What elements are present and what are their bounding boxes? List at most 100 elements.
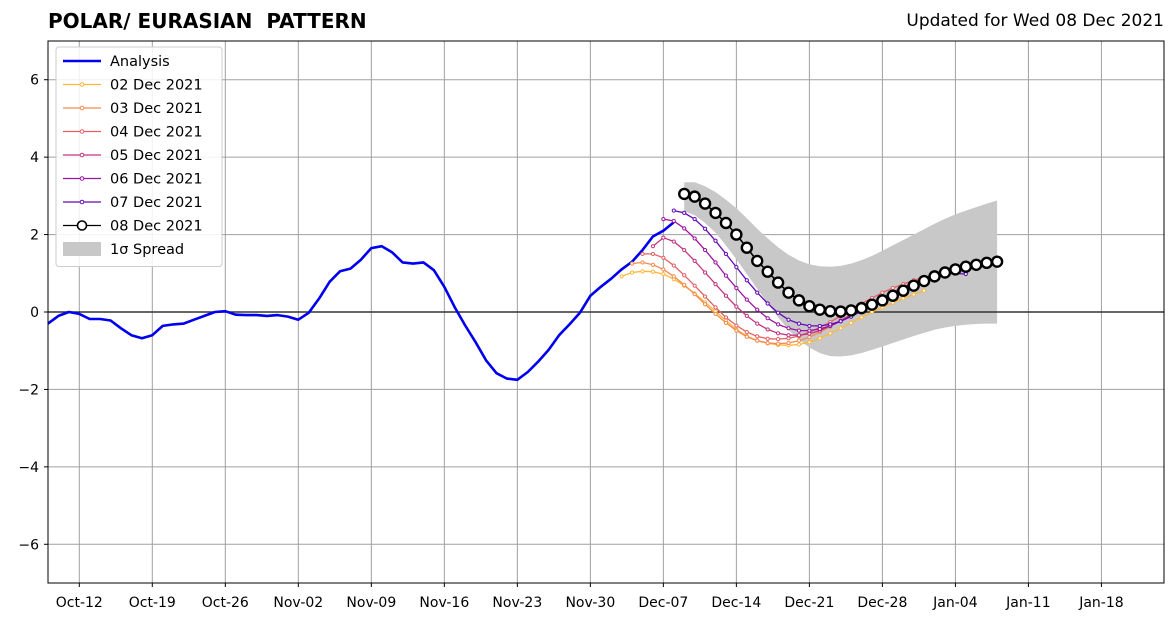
forecast-point bbox=[844, 304, 858, 317]
forecast-point bbox=[692, 258, 697, 263]
forecast-point bbox=[661, 235, 666, 240]
legend-swatch bbox=[63, 242, 101, 256]
legend-entry: 08 Dec 2021 bbox=[63, 219, 203, 235]
forecast-point bbox=[688, 190, 701, 203]
forecast-point bbox=[702, 294, 708, 299]
forecast-point bbox=[723, 251, 729, 257]
forecast-point bbox=[661, 255, 666, 260]
legend-marker bbox=[79, 176, 85, 181]
forecast-point bbox=[911, 292, 916, 297]
forecast-point bbox=[807, 340, 812, 345]
forecast-point bbox=[640, 260, 645, 265]
forecast-point bbox=[713, 311, 718, 317]
forecast-point bbox=[740, 241, 754, 254]
forecast-point bbox=[828, 331, 833, 336]
forecast-point bbox=[723, 320, 729, 325]
legend-entry: 07 Dec 2021 bbox=[63, 195, 203, 211]
forecast-point bbox=[755, 334, 760, 339]
forecast-point bbox=[650, 262, 656, 267]
forecast-point bbox=[817, 336, 822, 341]
legend-entry: 05 Dec 2021 bbox=[63, 148, 203, 164]
legend-entry: 04 Dec 2021 bbox=[63, 125, 203, 141]
plot-frame bbox=[47, 40, 1165, 584]
legend-entry: 02 Dec 2021 bbox=[63, 78, 203, 94]
forecast-point bbox=[869, 309, 875, 315]
forecast-point bbox=[702, 247, 708, 253]
forecast-point bbox=[755, 338, 760, 343]
legend-entry: 06 Dec 2021 bbox=[63, 172, 203, 188]
forecast-point bbox=[734, 285, 739, 291]
forecast-point bbox=[838, 319, 843, 324]
legend: Analysis 02 Dec 2021 03 Dec 2021 04 Dec 202… bbox=[55, 46, 223, 267]
forecast-point bbox=[692, 216, 697, 222]
forecast-point bbox=[771, 276, 785, 289]
forecast-point bbox=[682, 273, 687, 278]
forecast-point bbox=[824, 305, 837, 318]
forecast-point bbox=[775, 341, 781, 346]
forecast-point bbox=[640, 251, 645, 257]
forecast-point bbox=[713, 305, 718, 310]
forecast-series bbox=[678, 187, 1004, 318]
legend-label: 1σ Spread bbox=[110, 242, 184, 258]
legend-label: 06 Dec 2021 bbox=[110, 172, 203, 188]
forecast-point bbox=[692, 283, 697, 288]
forecast-point bbox=[817, 323, 822, 329]
forecast-point bbox=[713, 260, 718, 265]
forecast-point bbox=[734, 264, 739, 270]
forecast-point bbox=[917, 274, 931, 288]
y-tick-label: −4 bbox=[18, 460, 39, 476]
forecast-point bbox=[807, 328, 812, 333]
forecast-point bbox=[876, 294, 889, 307]
forecast-point bbox=[719, 216, 733, 230]
forecast-point bbox=[713, 282, 718, 287]
forecast-point bbox=[702, 302, 708, 307]
forecast-point bbox=[755, 307, 760, 312]
forecast-point bbox=[990, 255, 1004, 268]
legend-entry: 1σ Spread bbox=[63, 242, 184, 258]
y-tick-label: −2 bbox=[18, 382, 39, 398]
x-tick-label: Jan-04 bbox=[932, 595, 978, 611]
forecast-line bbox=[642, 253, 925, 340]
forecast-point bbox=[828, 322, 833, 327]
forecast-point bbox=[765, 340, 770, 346]
legend-marker bbox=[79, 152, 85, 158]
forecast-point bbox=[671, 208, 676, 213]
forecast-point bbox=[928, 270, 941, 283]
forecast-point bbox=[640, 269, 645, 274]
forecast-point bbox=[775, 310, 781, 315]
forecast-point bbox=[709, 206, 722, 220]
forecast-point bbox=[734, 323, 739, 328]
forecast-point bbox=[813, 303, 827, 316]
forecast-point bbox=[834, 305, 847, 318]
forecast-point bbox=[755, 290, 760, 295]
forecast-point bbox=[849, 320, 854, 325]
forecast-point bbox=[796, 342, 802, 347]
forecast-point bbox=[734, 304, 739, 309]
forecast-point bbox=[959, 260, 973, 273]
analysis-line bbox=[47, 221, 675, 382]
forecast-point bbox=[755, 321, 760, 326]
spread-band bbox=[684, 182, 998, 357]
legend-label: Analysis bbox=[110, 54, 170, 70]
legend-marker bbox=[76, 220, 88, 231]
forecast-point bbox=[980, 256, 993, 270]
forecast-point bbox=[796, 338, 802, 343]
forecast-point bbox=[786, 326, 791, 331]
y-tick-label: 6 bbox=[30, 73, 39, 89]
forecast-point bbox=[744, 313, 749, 318]
forecast-point bbox=[702, 270, 708, 275]
forecast-point bbox=[723, 293, 729, 298]
forecast-point bbox=[786, 340, 791, 346]
forecast-point bbox=[682, 226, 687, 231]
forecast-point bbox=[782, 286, 795, 299]
forecast-point bbox=[803, 299, 816, 313]
forecast-point bbox=[886, 289, 900, 302]
forecast-point bbox=[807, 323, 812, 329]
forecast-point bbox=[661, 271, 666, 277]
forecast-point bbox=[702, 226, 708, 231]
legend-entry: Analysis bbox=[63, 54, 170, 70]
forecast-point bbox=[792, 294, 806, 307]
x-tick-label: Nov-30 bbox=[565, 595, 615, 611]
forecast-point bbox=[765, 301, 770, 306]
